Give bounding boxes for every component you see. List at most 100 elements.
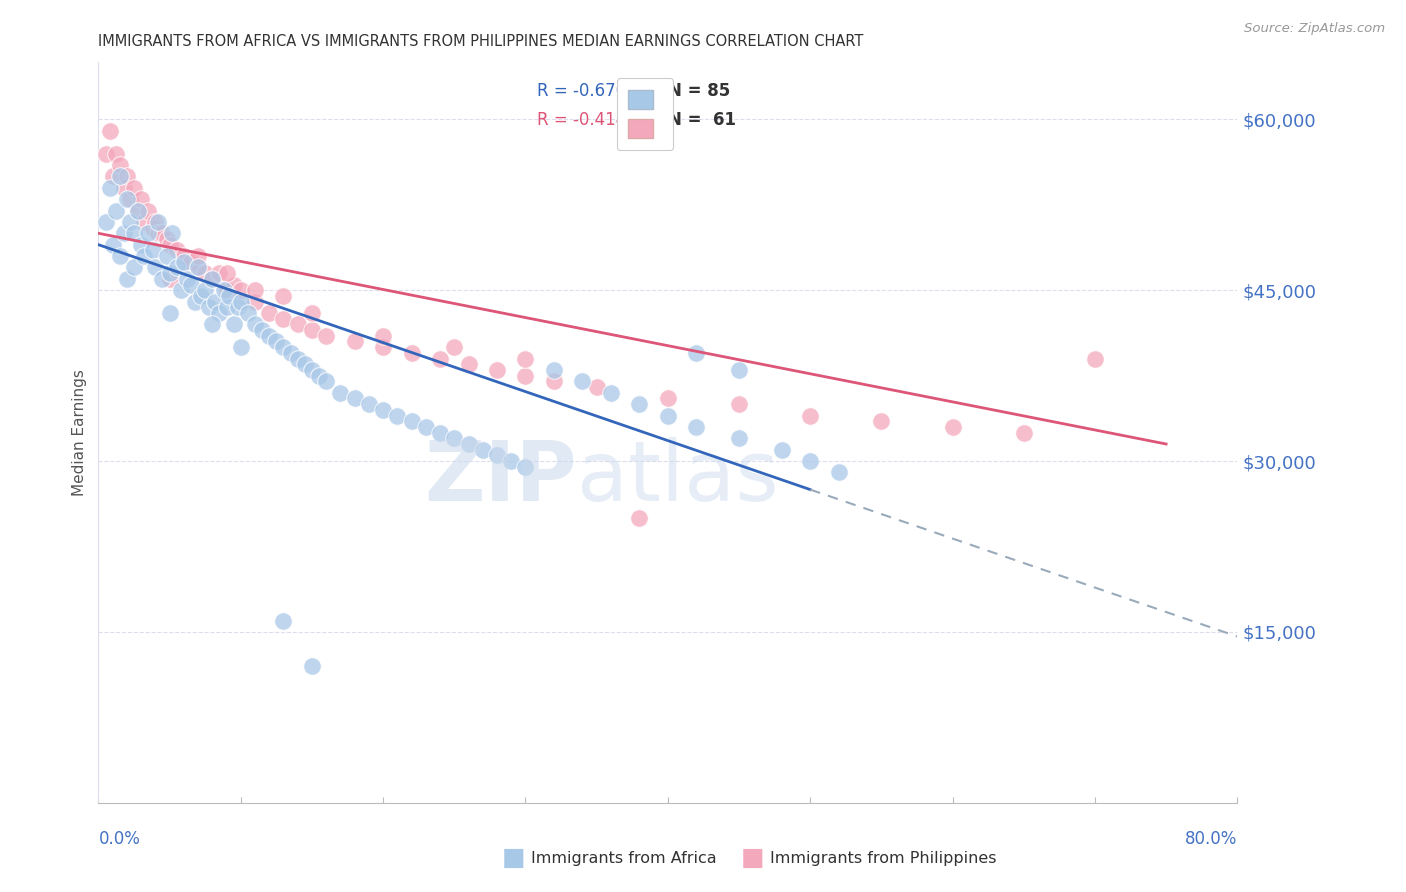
Point [215,266,238,280]
Point [329,385,352,400]
Point [443,431,465,445]
Point [429,425,451,440]
Point [112,227,135,241]
Point [259,328,281,343]
Point [628,397,651,411]
Point [501,454,523,468]
Y-axis label: Median Earnings: Median Earnings [72,369,87,496]
Point [942,420,965,434]
Point [108,158,131,172]
Point [343,392,366,406]
Point [357,397,380,411]
Point [728,397,751,411]
Point [208,266,231,280]
Point [156,232,179,246]
Point [273,614,295,628]
Point [122,260,145,275]
Point [401,346,423,360]
Point [828,466,851,480]
Text: IMMIGRANTS FROM AFRICA VS IMMIGRANTS FROM PHILIPPINES MEDIAN EARNINGS CORRELATIO: IMMIGRANTS FROM AFRICA VS IMMIGRANTS FRO… [98,34,863,49]
Point [266,334,288,349]
Point [98,180,121,194]
Point [728,431,751,445]
Point [145,260,167,275]
Text: N = 85: N = 85 [668,82,730,100]
Point [515,459,537,474]
Point [236,306,259,320]
Point [212,283,235,297]
Point [176,272,198,286]
Point [166,244,188,258]
Point [685,346,707,360]
Point [108,169,131,184]
Point [132,249,155,263]
Point [115,169,138,184]
Point [118,215,141,229]
Point [308,368,330,383]
Point [301,659,323,673]
Point [141,244,163,258]
Point [166,260,188,275]
Point [486,449,509,463]
Point [156,249,179,263]
Point [104,146,127,161]
Point [162,227,184,241]
Point [229,294,252,309]
Point [215,301,238,315]
Point [457,357,479,371]
Text: atlas: atlas [576,436,779,517]
Point [571,375,593,389]
Point [127,203,149,218]
Point [148,215,170,229]
Point [215,283,238,297]
Point [118,192,141,206]
Point [287,318,309,332]
Point [301,323,323,337]
Text: N =  61: N = 61 [668,111,735,128]
Point [415,420,437,434]
Point [657,392,679,406]
Legend: , : , [617,78,673,150]
Point [471,442,494,457]
Point [145,215,167,229]
Point [136,203,159,218]
Point [387,409,409,423]
Point [198,301,221,315]
Point [301,363,323,377]
Point [187,249,209,263]
Point [287,351,309,366]
Point [280,346,302,360]
Point [98,124,121,138]
Point [159,272,181,286]
Point [243,294,266,309]
Point [273,340,295,354]
Point [104,203,127,218]
Point [870,414,893,428]
Text: R = -0.670: R = -0.670 [537,82,626,100]
Point [108,249,131,263]
Point [294,357,316,371]
Point [152,272,174,286]
Point [159,306,181,320]
Point [180,277,202,292]
Point [728,363,751,377]
Point [373,402,395,417]
Point [218,289,240,303]
Point [243,318,266,332]
Point [799,409,821,423]
Point [173,249,195,263]
Point [543,363,565,377]
Point [222,318,245,332]
Text: Immigrants from Philippines: Immigrants from Philippines [770,851,997,865]
Text: R = -0.414: R = -0.414 [537,111,626,128]
Point [373,328,395,343]
Point [201,318,224,332]
Point [301,306,323,320]
Point [657,409,679,423]
Point [115,192,138,206]
Text: ■: ■ [741,847,763,870]
Point [543,375,565,389]
Point [129,192,152,206]
Point [194,283,217,297]
Point [101,237,124,252]
